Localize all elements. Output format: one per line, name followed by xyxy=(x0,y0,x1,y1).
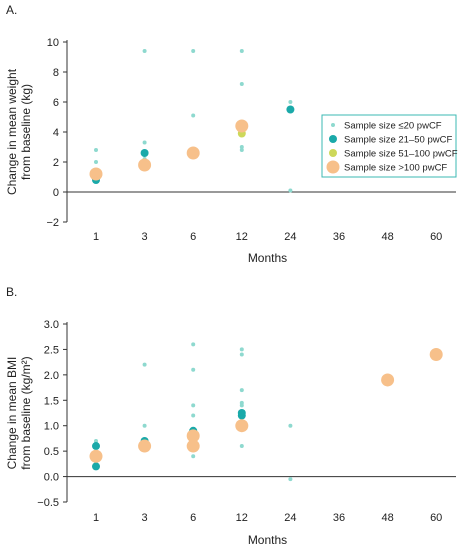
data-point xyxy=(239,148,244,152)
data-point xyxy=(94,438,98,443)
data-point xyxy=(142,362,147,367)
legend-marker xyxy=(329,149,337,157)
data-point xyxy=(239,403,244,408)
x-tick-label: 36 xyxy=(333,512,345,524)
data-point xyxy=(381,373,395,387)
x-axis-title: Months xyxy=(248,251,287,265)
data-point xyxy=(186,146,200,160)
legend-entry-label: Sample size 21–50 pwCF xyxy=(344,135,452,146)
x-tick-label: 6 xyxy=(190,512,196,524)
data-point xyxy=(140,149,149,157)
y-tick-label: 8 xyxy=(53,67,59,79)
x-tick-label: 48 xyxy=(381,231,393,243)
y-tick-label: 10 xyxy=(47,37,59,49)
data-point xyxy=(239,145,244,149)
data-point xyxy=(142,140,147,145)
y-tick-label: 2 xyxy=(53,157,59,169)
panel-label: B. xyxy=(6,285,17,299)
data-point xyxy=(288,188,293,193)
x-tick-label: 3 xyxy=(142,512,148,524)
data-point xyxy=(92,462,100,471)
legend-marker xyxy=(326,160,340,174)
y-axis-title: from baseline (kg) xyxy=(19,84,33,180)
x-tick-label: 12 xyxy=(236,512,248,524)
data-point xyxy=(239,352,244,357)
x-axis-title: Months xyxy=(248,533,287,547)
y-tick-label: 1.5 xyxy=(44,395,59,407)
data-point xyxy=(288,423,293,428)
data-point xyxy=(191,454,196,459)
x-tick-label: 36 xyxy=(333,231,345,243)
y-tick-label: 0 xyxy=(53,187,59,199)
legend-marker xyxy=(329,135,337,143)
data-point xyxy=(186,439,200,453)
data-point xyxy=(142,49,147,53)
data-point xyxy=(94,148,98,152)
legend-marker xyxy=(331,123,335,127)
data-point xyxy=(142,423,147,428)
data-point xyxy=(239,49,244,53)
x-tick-label: 48 xyxy=(381,512,393,524)
y-axis-title: Change in mean BMI xyxy=(5,357,19,470)
y-tick-label: −0.5 xyxy=(37,497,59,509)
x-tick-label: 60 xyxy=(430,512,442,524)
data-point xyxy=(429,348,443,362)
y-tick-label: 2.5 xyxy=(44,344,59,356)
y-tick-label: 0.5 xyxy=(44,446,59,458)
x-tick-label: 24 xyxy=(284,231,296,243)
data-point xyxy=(92,442,100,451)
data-point xyxy=(239,82,244,86)
data-point xyxy=(191,413,196,418)
data-point xyxy=(191,49,196,53)
x-tick-label: 1 xyxy=(93,231,99,243)
legend-entry-label: Sample size >100 pwCF xyxy=(344,163,447,174)
data-point xyxy=(94,160,98,164)
x-tick-label: 3 xyxy=(142,231,148,243)
x-tick-label: 60 xyxy=(430,231,442,243)
y-tick-label: −2 xyxy=(46,217,59,229)
data-point xyxy=(89,167,103,181)
data-point xyxy=(191,367,196,372)
data-point xyxy=(239,347,244,352)
y-tick-label: 0.0 xyxy=(44,472,59,484)
data-point xyxy=(191,403,196,408)
data-point xyxy=(191,342,196,347)
data-point xyxy=(288,477,293,482)
data-point xyxy=(138,439,152,453)
x-tick-label: 12 xyxy=(236,231,248,243)
data-point xyxy=(286,105,295,114)
data-point xyxy=(235,419,249,433)
y-tick-label: 6 xyxy=(53,97,59,109)
data-point xyxy=(186,429,200,443)
x-tick-label: 1 xyxy=(93,512,99,524)
data-point xyxy=(239,444,244,449)
x-tick-label: 6 xyxy=(190,231,196,243)
y-tick-label: 2.0 xyxy=(44,370,59,382)
data-point xyxy=(239,388,244,393)
y-tick-label: 3.0 xyxy=(44,319,59,331)
data-point xyxy=(89,449,103,463)
data-point xyxy=(191,113,196,118)
bmi-chart: B.3.02.52.01.51.00.50.0−0.51 3 6 12 24 36 48 60… xyxy=(5,285,456,547)
panel-label: A. xyxy=(6,3,17,17)
x-tick-label: 24 xyxy=(284,512,296,524)
data-point xyxy=(288,100,293,104)
data-point xyxy=(138,158,152,172)
y-tick-label: 1.0 xyxy=(44,421,59,433)
legend-entry-label: Sample size 51–100 pwCF xyxy=(344,149,458,160)
legend-box xyxy=(321,114,457,178)
y-axis-title: from baseline (kg/m²) xyxy=(19,356,33,469)
data-point xyxy=(235,119,249,133)
legend-entry-label: Sample size ≤20 pwCF xyxy=(344,121,442,132)
y-axis-title: Change in mean weight xyxy=(5,68,19,195)
data-point xyxy=(237,411,246,420)
y-tick-label: 4 xyxy=(53,127,59,139)
